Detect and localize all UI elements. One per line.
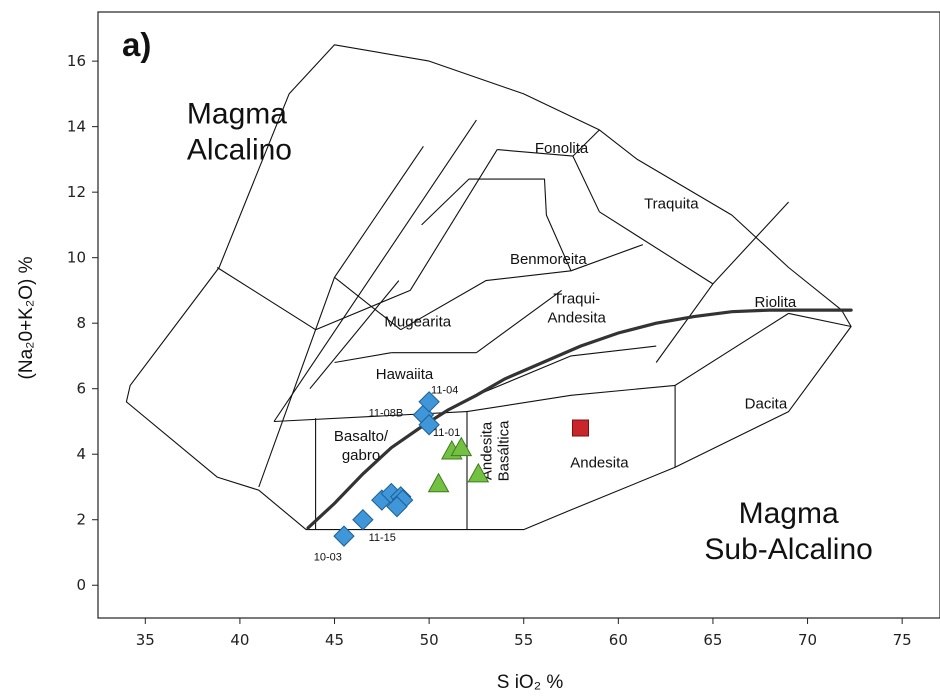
y-tick-label: 2 [76,511,86,529]
field-boundaries [125,44,853,531]
alkaline-subalkaline-line [306,308,853,530]
field-boundary-15 [655,283,714,363]
region-label-line: Benmoreita [510,251,587,268]
sample-square [571,419,589,437]
y-axis-label: (Na₂0+K₂O) % [16,256,37,379]
region-label-line: Alcalino [187,133,292,166]
sample-label: 11-15 [369,532,396,544]
x-tick-label: 35 [136,631,155,649]
field-boundary-3 [273,119,477,422]
y-tick-label: 0 [76,576,86,594]
region-label: Hawaiita [376,366,434,383]
region-label-line: Basáltica [495,420,512,482]
field-boundary-17 [476,345,657,396]
sample-diamond [418,391,440,413]
region-label-line: Andesita [548,310,607,327]
field-boundary-12 [572,129,600,157]
sample-triangle [427,472,450,493]
region-label: Mugearita [384,313,451,330]
field-boundary-24 [334,352,392,364]
axis-ticks: 35 40 45 50 55 60 65 70 75 0 2 4 6 8 10 12 14 16 [67,52,912,649]
field-boundary-7 [309,280,400,390]
region-label: Dacita [745,395,788,412]
y-tick-label: 12 [67,183,86,201]
region-label-line: Traqui- [553,291,600,308]
field-boundary-2 [216,267,316,331]
field-boundary-1 [258,277,336,488]
x-tick-label: 65 [703,631,722,649]
panel-label: a) [122,26,151,63]
region-label-line: Traquita [644,196,699,213]
region-label-line: Andesita [570,454,629,471]
field-boundary-13 [599,211,714,285]
region-label-line: Mugearita [384,313,451,330]
field-boundary-5 [334,145,424,278]
y-tick-label: 16 [67,52,86,70]
plot-frame [97,11,940,619]
region-label: Traquita [644,196,699,213]
field-boundary-9 [400,244,644,331]
region-label: Basalto/gabro [334,428,389,464]
field-boundary-4 [315,289,411,331]
region-label-line: Magma [187,97,287,130]
region-label: Magma Sub-Alcalino [704,497,872,566]
region-label-line: Magma [739,497,839,530]
x-tick-label: 50 [420,631,439,649]
x-axis-label: S iO₂ % [497,672,564,693]
x-tick-label: 40 [230,631,249,649]
region-label-line: Fonolita [535,140,589,157]
x-tick-label: 75 [893,631,912,649]
x-tick-label: 55 [514,631,533,649]
region-label-line: gabro [342,447,380,464]
sample-diamond [352,509,374,531]
sample-label: 11-04 [431,385,458,397]
region-label: Fonolita [535,140,589,157]
x-tick-label: 60 [609,631,628,649]
region-label: Traqui- Andesita [548,291,607,327]
sample-triangle [450,436,473,457]
field-boundary-0 [125,44,852,531]
data-points [333,391,589,547]
sample-label: 11-08B [369,408,404,420]
region-label: Andesita [570,454,629,471]
region-label: Magma Alcalino [187,97,292,166]
region-label: Riolita [755,294,797,311]
y-tick-label: 8 [76,314,86,332]
field-boundary-11 [497,149,600,213]
point-labels: 11-04 11-08B 11-01 11-15 10-03 [314,385,461,564]
region-label-line: Sub-Alcalino [704,533,872,566]
region-label-line: Riolita [755,294,797,311]
field-boundary-8 [334,276,402,331]
region-label-line: Andesita [478,421,495,480]
sample-triangle [467,462,490,483]
sample-diamond [386,495,408,518]
field-boundary-22 [273,411,468,423]
sample-diamond [333,525,355,547]
y-tick-label: 6 [76,380,86,398]
region-label-line: Hawaiita [376,366,434,383]
x-tick-label: 70 [798,631,817,649]
y-tick-label: 14 [67,118,86,136]
y-tick-label: 4 [76,445,86,463]
sample-label: 11-01 [433,427,460,439]
field-boundary-14 [712,201,790,285]
field-boundary-6 [409,149,498,291]
field-boundary-26 [476,289,562,354]
field-boundary-20 [674,312,789,386]
x-tick-label: 45 [325,631,344,649]
sample-diamond [418,414,440,436]
sample-label: 10-03 [314,552,342,564]
region-label-andesita-basaltica: AndesitaBasáltica [478,420,512,482]
region-label-line: Dacita [745,395,788,412]
y-tick-label: 10 [67,249,86,267]
field-boundary-18 [466,384,676,413]
region-label: Benmoreita [510,251,587,268]
region-label-line: Basalto/ [334,428,389,445]
field-boundary-10 [421,178,572,272]
field-boundary-21 [788,312,852,328]
